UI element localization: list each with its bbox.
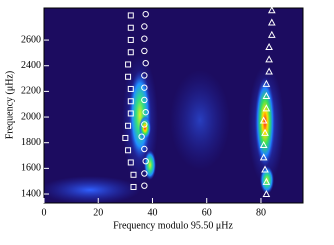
triangle-marker xyxy=(261,165,269,173)
triangle-marker xyxy=(259,140,268,149)
x-tick-label: 80 xyxy=(256,207,266,218)
triangle-marker xyxy=(267,30,276,38)
circle-marker xyxy=(141,145,148,153)
heatmap-blob xyxy=(129,70,151,160)
triangle-marker xyxy=(262,91,271,100)
circle-marker xyxy=(141,182,148,189)
square-marker xyxy=(130,171,137,178)
circle-marker xyxy=(141,72,148,79)
triangle-marker xyxy=(267,18,276,26)
y-axis-label: Frequency (μHz) xyxy=(4,71,15,139)
circle-marker xyxy=(142,108,149,116)
heatmap-blob xyxy=(44,176,140,203)
x-tick-label: 0 xyxy=(42,207,47,218)
x-tick-label: 60 xyxy=(202,207,212,218)
circle-marker xyxy=(141,23,148,30)
circle-marker xyxy=(141,47,148,55)
circle-marker xyxy=(138,133,145,140)
triangle-marker xyxy=(259,153,268,161)
triangle-marker xyxy=(262,189,271,198)
y-tick-label: 1600 xyxy=(21,163,41,174)
triangle-marker xyxy=(262,177,271,185)
circle-marker xyxy=(141,170,148,177)
plot-frame xyxy=(43,7,304,204)
square-marker xyxy=(127,49,134,56)
square-marker xyxy=(130,183,137,190)
y-tick-label: 2600 xyxy=(21,34,41,45)
square-marker xyxy=(125,61,132,68)
square-marker xyxy=(127,110,134,117)
triangle-marker xyxy=(265,55,273,63)
triangle-marker xyxy=(267,6,276,14)
square-marker xyxy=(125,147,132,154)
circle-marker xyxy=(142,10,149,18)
square-marker xyxy=(127,159,134,166)
triangle-marker xyxy=(262,79,271,87)
circle-marker xyxy=(141,96,148,104)
triangle-marker xyxy=(261,128,269,136)
square-marker xyxy=(127,36,134,43)
heatmap-blob xyxy=(139,116,151,140)
chart: Frequency modulo 95.50 μHz Frequency (μH… xyxy=(4,6,304,231)
heatmap xyxy=(44,8,303,203)
square-marker xyxy=(127,24,134,31)
triangle-marker xyxy=(265,42,273,50)
triangle-marker xyxy=(265,67,273,75)
heatmap-blob xyxy=(170,70,230,170)
x-tick-label: 40 xyxy=(147,207,157,218)
circle-marker xyxy=(142,157,149,165)
circle-marker xyxy=(142,59,149,67)
square-marker xyxy=(127,12,134,19)
triangle-marker xyxy=(259,116,268,124)
y-tick-label: 1400 xyxy=(21,188,41,199)
circle-marker xyxy=(141,35,148,42)
y-tick-label: 2200 xyxy=(21,86,41,97)
circle-marker xyxy=(141,84,148,91)
square-marker xyxy=(127,98,134,105)
square-marker xyxy=(122,134,129,141)
square-marker xyxy=(125,122,132,129)
heatmap-blob xyxy=(255,77,275,167)
square-marker xyxy=(127,85,134,92)
square-marker xyxy=(125,73,132,80)
x-axis-label: Frequency modulo 95.50 μHz xyxy=(113,220,233,231)
y-tick-label: 2400 xyxy=(21,60,41,71)
triangle-marker xyxy=(262,104,271,112)
y-tick-label: 1800 xyxy=(21,137,41,148)
circle-marker xyxy=(141,121,148,128)
y-tick-label: 2000 xyxy=(21,111,41,122)
x-tick-label: 20 xyxy=(93,207,103,218)
